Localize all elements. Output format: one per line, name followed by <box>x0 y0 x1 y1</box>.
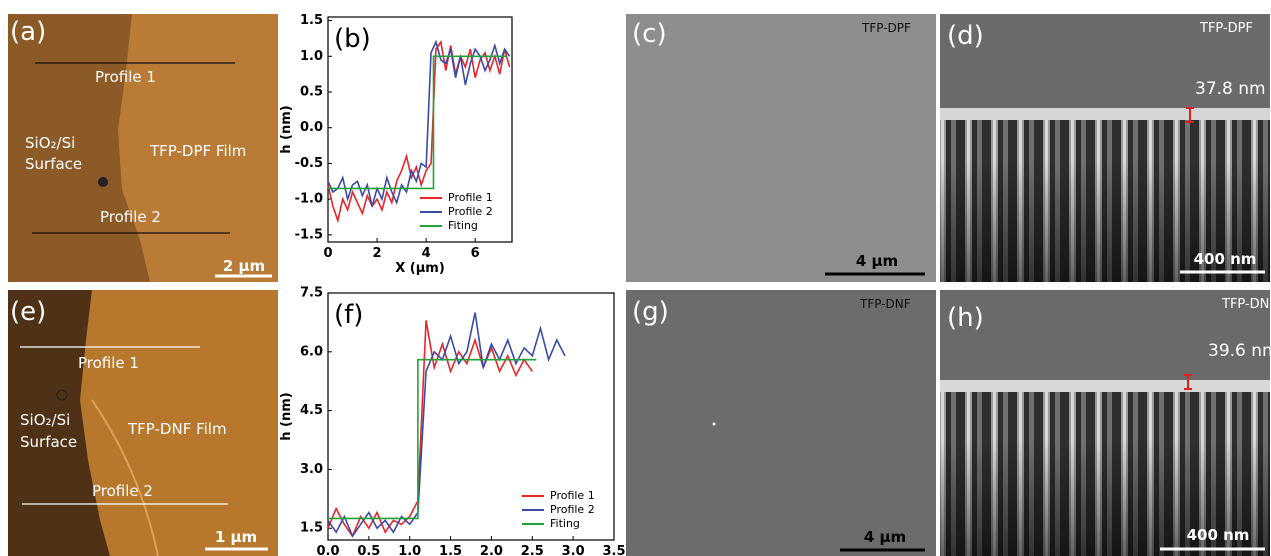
panel-label: (f) <box>334 300 363 330</box>
defect <box>56 389 68 401</box>
x-tick-label: 0.0 <box>316 544 339 556</box>
region-label: TFP-DPF Film <box>149 142 246 160</box>
particle <box>712 422 716 426</box>
scale-bar-label: 1 μm <box>215 528 257 546</box>
thickness-label: 39.6 nm <box>1208 341 1271 361</box>
background <box>940 290 1270 382</box>
x-axis-title: X (μm) <box>395 261 445 276</box>
panel-label: (e) <box>10 297 46 327</box>
x-tick-label: 2.0 <box>480 544 503 556</box>
panel-label: (b) <box>334 24 371 54</box>
y-tick-label: 0.5 <box>300 85 323 100</box>
x-tick-label: 3.0 <box>562 544 585 556</box>
scale-bar-label: 400 nm <box>1194 250 1257 268</box>
x-tick-label: 1.5 <box>439 544 462 556</box>
line-label: Profile 2 <box>92 482 153 500</box>
chart: 0 2 4 6 -1.5 -1.0 -0.5 0.0 0.5 1.0 1.5 X (μm) h (nm)… <box>279 13 513 276</box>
defect <box>98 177 108 187</box>
sample-label: TFP-DNF <box>859 297 911 311</box>
panel-c: (c) TFP-DPF 4 μm <box>626 14 936 282</box>
y-tick-label: 1.0 <box>300 49 323 64</box>
x-tick-label: 3.5 <box>602 544 625 556</box>
sample-label: TFP-DPF <box>861 21 911 35</box>
panel-d: (d) TFP-DPF 37.8 nm 400 nm <box>940 14 1270 282</box>
x-tick-label: 6 <box>471 246 480 261</box>
substrate-region <box>8 290 110 556</box>
shade <box>940 440 1270 556</box>
scale-bar-label: 4 μm <box>864 528 906 546</box>
y-axis-title: h (nm) <box>279 392 294 440</box>
y-tick-label: -1.0 <box>295 192 323 207</box>
panel-e: (e) Profile 1 SiO₂/Si Surface TFP-DNF Fi… <box>8 290 278 556</box>
panel-label: (a) <box>10 17 46 47</box>
legend-label: Fiting <box>448 219 478 232</box>
shade <box>940 160 1270 282</box>
y-tick-label: 1.5 <box>300 521 323 536</box>
series-line <box>328 55 508 190</box>
panel-label: (h) <box>947 303 984 333</box>
region-label: SiO₂/Si <box>20 411 70 429</box>
legend-label: Profile 2 <box>448 205 493 218</box>
substrate-region <box>8 14 150 282</box>
thickness-marker <box>1186 107 1194 123</box>
scale-bar-label: 4 μm <box>856 252 898 270</box>
film-layer <box>940 108 1270 120</box>
region-label: TFP-DNF Film <box>127 420 227 438</box>
region-label: SiO₂/Si <box>25 134 75 152</box>
panel-a: (a) Profile 1 SiO₂/Si Surface TFP-DPF Fi… <box>8 14 278 282</box>
panel-label: (g) <box>632 297 669 327</box>
legend-label: Profile 1 <box>550 489 595 502</box>
x-tick-label: 2 <box>373 246 382 261</box>
scale-bar-label: 400 nm <box>1187 526 1250 544</box>
legend-label: Profile 1 <box>448 191 493 204</box>
y-tick-label: 4.5 <box>300 403 323 418</box>
region-label: Surface <box>20 433 77 451</box>
panel-g: (g) TFP-DNF 4 μm <box>626 290 936 556</box>
sample-label: TFP-DPF <box>1199 21 1253 36</box>
film-layer <box>940 380 1270 392</box>
series-line <box>327 312 566 538</box>
y-tick-label: 6.0 <box>300 344 323 359</box>
y-tick-label: 7.5 <box>300 286 323 301</box>
sample-label: TFP-DNF <box>1221 297 1271 312</box>
legend-label: Profile 2 <box>550 503 595 516</box>
panel-label: (c) <box>632 19 667 49</box>
y-tick-label: 1.5 <box>300 13 323 28</box>
panel-label: (d) <box>947 21 984 51</box>
region-label: Surface <box>25 155 82 173</box>
panel-h: (h) TFP-DNF 39.6 nm 400 nm <box>940 290 1271 556</box>
crack <box>91 399 159 556</box>
line-label: Profile 2 <box>100 208 161 226</box>
y-tick-label: 0.0 <box>300 120 323 135</box>
scale-bar-label: 2 μm <box>223 257 265 275</box>
series-line <box>327 39 511 207</box>
y-tick-label: -0.5 <box>295 156 323 171</box>
x-tick-label: 0.5 <box>357 544 380 556</box>
x-tick-label: 4 <box>422 246 431 261</box>
background <box>940 14 1270 109</box>
sem-image <box>626 290 936 556</box>
thickness-marker <box>1184 374 1192 390</box>
line-label: Profile 1 <box>95 68 156 86</box>
chart: 0.00.51.01.52.02.53.03.51.53.04.56.07.5X… <box>279 286 626 556</box>
series-line <box>327 39 511 224</box>
series-line <box>328 358 537 520</box>
x-tick-label: 2.5 <box>521 544 544 556</box>
line-label: Profile 1 <box>78 354 139 372</box>
y-axis-title: h (nm) <box>279 105 294 153</box>
thickness-label: 37.8 nm <box>1195 79 1266 99</box>
sem-image <box>626 14 936 282</box>
x-tick-label: 1.0 <box>398 544 421 556</box>
y-tick-label: 3.0 <box>300 462 323 477</box>
x-tick-label: 0 <box>323 246 332 261</box>
y-tick-label: -1.5 <box>295 227 323 242</box>
legend-label: Fiting <box>550 517 580 530</box>
